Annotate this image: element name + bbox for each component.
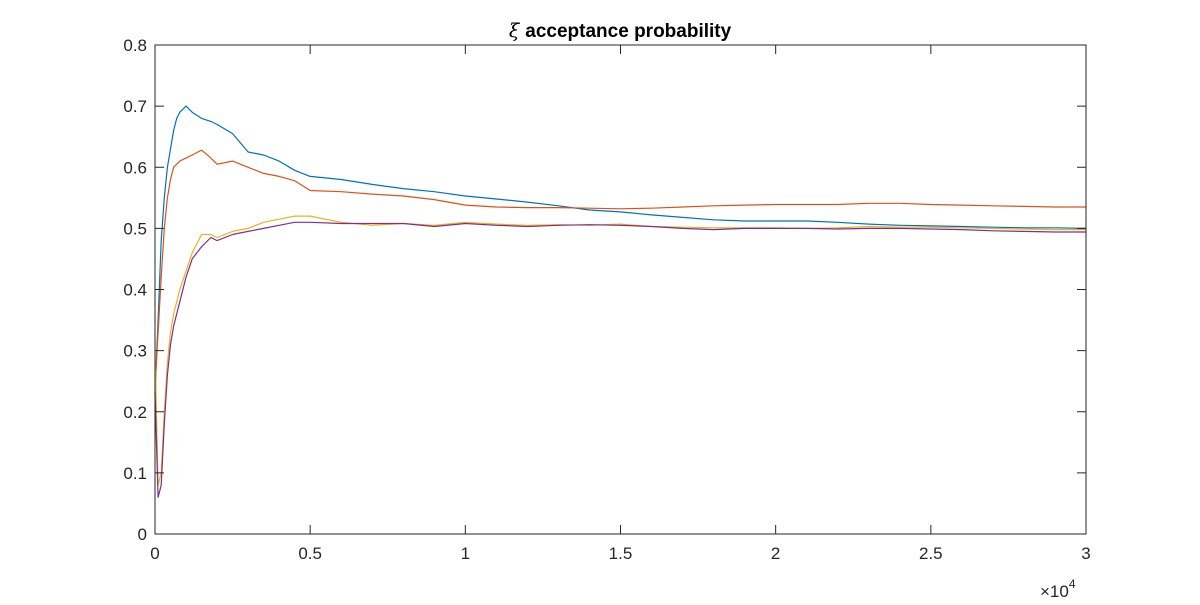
x-tick-label: 1.5 <box>609 544 633 563</box>
y-tick-label: 0.7 <box>123 97 147 116</box>
y-tick-label: 0.5 <box>123 219 147 238</box>
y-tick-label: 0.3 <box>123 342 147 361</box>
x-tick-label: 0.5 <box>298 544 322 563</box>
title-symbol: ξ <box>509 20 521 42</box>
series-line-2 <box>154 149 1086 388</box>
axes-layer: 0 0.5 1 1.5 2 2.5 3 0 0.1 0.2 0.3 0.4 0.5 0.6 0.7 0.8 <box>123 36 1090 563</box>
y-tick-label: 0.1 <box>123 464 147 483</box>
chart-title: ξ acceptance probability <box>509 20 732 42</box>
x-tick-label: 3 <box>1081 544 1090 563</box>
plot-area <box>155 45 1086 534</box>
series-line-4 <box>154 221 1086 498</box>
x-exponent-base: ×10 <box>1040 582 1069 600</box>
y-tick-label: 0.4 <box>123 281 147 300</box>
x-tick-label: 1 <box>461 544 470 563</box>
y-tick-label: 0.6 <box>123 158 147 177</box>
series-line-1 <box>154 105 1087 394</box>
x-tick-label: 2 <box>771 544 780 563</box>
x-tick-label: 0 <box>150 544 159 563</box>
y-tick-label: 0.8 <box>123 36 147 55</box>
x-tick-label: 2.5 <box>919 544 943 563</box>
x-axis-exponent: ×104 <box>1040 577 1076 600</box>
y-tick-label: 0.2 <box>123 403 147 422</box>
series-layer <box>154 105 1087 498</box>
y-tick-label: 0 <box>138 525 147 544</box>
x-exponent-power: 4 <box>1069 577 1076 591</box>
title-text: acceptance probability <box>525 21 731 42</box>
